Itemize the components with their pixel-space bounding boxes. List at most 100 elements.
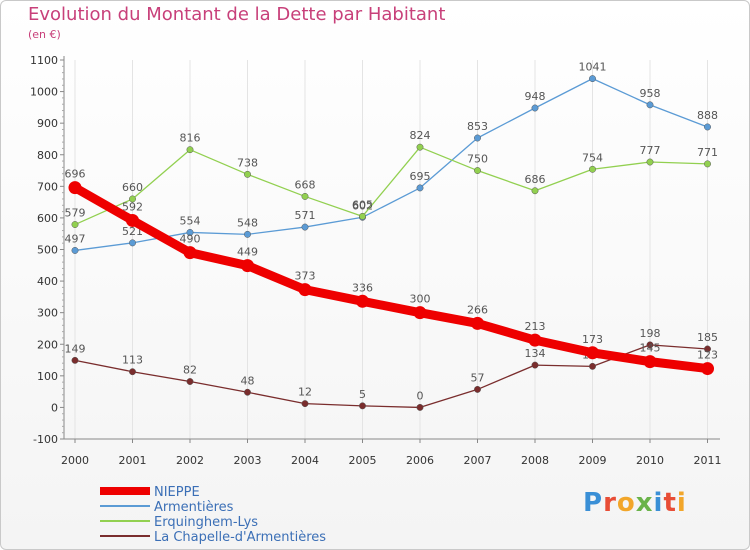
data-label: 579 bbox=[65, 207, 86, 220]
x-tick-label: 2010 bbox=[636, 454, 664, 467]
data-label: 449 bbox=[237, 246, 258, 259]
data-point bbox=[244, 230, 251, 238]
data-point bbox=[704, 123, 711, 131]
data-point bbox=[71, 221, 79, 228]
data-label: 695 bbox=[410, 170, 431, 183]
data-label: 548 bbox=[237, 216, 258, 229]
data-point bbox=[646, 341, 654, 349]
legend-label: Erquinghem-Lys bbox=[154, 515, 258, 530]
data-point bbox=[646, 101, 654, 109]
y-tick-label: 1000 bbox=[30, 86, 58, 99]
data-label: 853 bbox=[467, 120, 488, 133]
data-label: 754 bbox=[582, 151, 603, 164]
data-label: 696 bbox=[65, 168, 86, 181]
data-label: 113 bbox=[122, 354, 143, 367]
data-label: 958 bbox=[640, 87, 661, 100]
y-tick-label: 100 bbox=[37, 370, 58, 383]
data-label: 0 bbox=[417, 389, 424, 402]
y-tick-label: 900 bbox=[37, 117, 58, 130]
data-point bbox=[531, 187, 539, 195]
data-label: 185 bbox=[697, 331, 718, 344]
data-label: 134 bbox=[525, 347, 546, 360]
data-point bbox=[244, 170, 251, 178]
x-tick-label: 2001 bbox=[119, 454, 147, 467]
data-label: 771 bbox=[697, 146, 718, 159]
data-point bbox=[129, 368, 136, 376]
data-point bbox=[704, 160, 711, 168]
data-label: 300 bbox=[410, 293, 431, 306]
x-tick-label: 2007 bbox=[464, 454, 492, 467]
data-label: 686 bbox=[525, 173, 546, 186]
data-point bbox=[416, 184, 424, 192]
data-label: 738 bbox=[237, 156, 258, 169]
x-tick-label: 2002 bbox=[176, 454, 204, 467]
data-point bbox=[129, 195, 136, 203]
x-tick-label: 2011 bbox=[694, 454, 722, 467]
series-line-3 bbox=[74, 344, 709, 409]
data-point bbox=[126, 213, 139, 227]
data-point bbox=[186, 228, 194, 236]
y-tick-label: 500 bbox=[37, 244, 58, 257]
data-point bbox=[586, 346, 599, 360]
data-point bbox=[359, 212, 366, 220]
series-line-1 bbox=[74, 77, 709, 252]
data-point bbox=[701, 362, 714, 376]
data-point bbox=[471, 316, 484, 330]
x-tick-label: 2000 bbox=[61, 454, 89, 467]
x-tick-label: 2003 bbox=[234, 454, 262, 467]
data-label: 660 bbox=[122, 181, 143, 194]
y-tick-label: 0 bbox=[51, 401, 58, 414]
y-tick-label: 1100 bbox=[30, 54, 58, 67]
y-tick-label: 400 bbox=[37, 275, 58, 288]
y-tick-label: -100 bbox=[33, 433, 58, 446]
data-label: 948 bbox=[525, 90, 546, 103]
y-tick-label: 300 bbox=[37, 307, 58, 320]
y-tick-label: 200 bbox=[37, 338, 58, 351]
series-line-2 bbox=[74, 146, 709, 226]
data-point bbox=[301, 192, 309, 200]
legend-label: Armentières bbox=[154, 500, 234, 515]
data-point bbox=[359, 402, 366, 410]
data-label: 198 bbox=[640, 327, 661, 340]
data-point bbox=[589, 75, 596, 83]
data-label: 668 bbox=[295, 178, 316, 191]
data-label: 5 bbox=[359, 388, 366, 401]
data-point bbox=[301, 400, 309, 408]
data-label: 888 bbox=[697, 109, 718, 122]
legend-label: NIEPPE bbox=[154, 485, 200, 500]
data-label: 145 bbox=[640, 342, 661, 355]
data-point bbox=[298, 283, 312, 297]
data-label: 57 bbox=[471, 371, 485, 384]
chart-title: Evolution du Montant de la Dette par Hab… bbox=[28, 4, 446, 25]
data-point bbox=[71, 246, 79, 254]
data-point bbox=[528, 333, 542, 347]
data-point bbox=[413, 306, 427, 320]
data-point bbox=[531, 361, 539, 369]
data-point bbox=[68, 181, 82, 195]
data-label: 213 bbox=[525, 320, 546, 333]
series-line-0 bbox=[70, 183, 712, 374]
data-label: 750 bbox=[467, 153, 488, 166]
data-label: 149 bbox=[65, 342, 86, 355]
data-point bbox=[474, 134, 481, 142]
data-point bbox=[129, 239, 136, 247]
chart-subtitle: (en €) bbox=[28, 28, 61, 41]
data-label: 490 bbox=[180, 233, 201, 246]
data-point bbox=[301, 223, 309, 231]
x-tick-label: 2004 bbox=[291, 454, 319, 467]
data-label: 48 bbox=[241, 374, 255, 387]
data-label: 554 bbox=[180, 214, 201, 227]
data-label: 336 bbox=[352, 281, 373, 294]
x-tick-label: 2008 bbox=[521, 454, 549, 467]
data-label: 571 bbox=[295, 209, 316, 222]
data-label: 777 bbox=[640, 144, 661, 157]
proxiti-logo: Proxiti bbox=[583, 488, 687, 518]
data-point bbox=[643, 355, 657, 369]
data-point bbox=[589, 165, 596, 173]
x-tick-label: 2005 bbox=[349, 454, 377, 467]
data-point bbox=[186, 378, 194, 385]
data-label: 592 bbox=[122, 200, 143, 213]
data-label: 82 bbox=[183, 364, 197, 377]
data-label: 816 bbox=[180, 132, 201, 145]
